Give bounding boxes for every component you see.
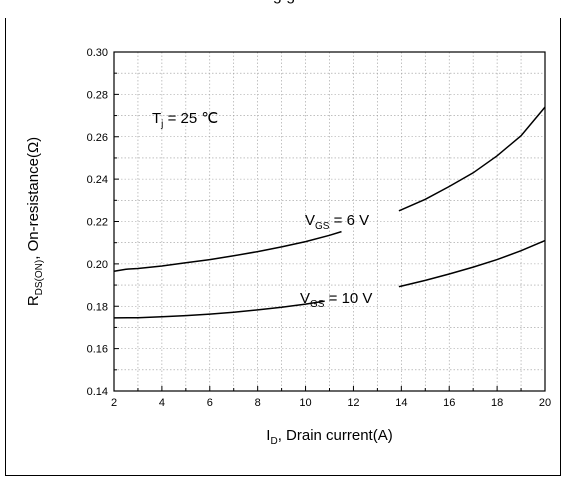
y-axis-title: RDS(ON), On-resistance(Ω)	[25, 137, 45, 306]
x-axis-title-main: I	[266, 427, 270, 444]
x-tick-label: 10	[299, 397, 311, 409]
y-tick-label: 0.22	[87, 217, 108, 229]
series-line-0-b	[398, 106, 546, 212]
series-label-vgs-10v-main: V	[300, 290, 310, 307]
x-tick-label: 14	[395, 397, 407, 409]
series-label-vgs-6v-main: V	[305, 212, 315, 229]
series-label-vgs-10v-rest: = 10 V	[324, 290, 372, 307]
y-axis-title-main: R	[25, 295, 42, 306]
series-label-vgs-6v: VGS = 6 V	[305, 212, 369, 232]
x-tick-label: 2	[111, 397, 117, 409]
x-tick-label: 8	[255, 397, 261, 409]
temperature-annotation: Tj = 25 ℃	[152, 110, 218, 130]
x-tick-label: 20	[539, 397, 551, 409]
y-tick-label: 0.20	[87, 259, 108, 271]
y-axis-title-rest: , On-resistance(Ω)	[25, 137, 42, 260]
x-axis-title: ID, Drain current(A)	[266, 427, 392, 447]
x-tick-label: 4	[159, 397, 165, 409]
x-tick-label: 12	[347, 397, 359, 409]
grid	[114, 52, 545, 391]
series-label-vgs-10v: VGS = 10 V	[300, 290, 372, 310]
curves	[113, 106, 546, 319]
x-tick-label: 6	[207, 397, 213, 409]
top-caption: g g	[0, 0, 568, 5]
chart-frame	[5, 18, 561, 476]
temperature-annotation-sub: j	[160, 119, 163, 130]
x-axis-title-sub: D	[270, 436, 277, 447]
y-tick-label: 0.18	[87, 301, 108, 313]
y-axis-title-sub: DS(ON)	[34, 260, 45, 296]
series-label-vgs-10v-sub: GS	[310, 299, 325, 310]
series-label-vgs-6v-rest: = 6 V	[329, 212, 369, 229]
axis-tick-labels: 2 4 6 8 10 12 14 16 18 20 0.14 0.16 0.18 0.20 0.22 0.24…	[87, 47, 552, 409]
series-line-1-b	[398, 239, 546, 288]
series-line-1-a	[113, 300, 325, 319]
temperature-annotation-main: T	[152, 110, 161, 127]
series-label-vgs-6v-sub: GS	[315, 221, 330, 232]
x-tick-label: 18	[491, 397, 503, 409]
y-tick-label: 0.24	[87, 174, 108, 186]
x-tick-label: 16	[443, 397, 455, 409]
x-axis-title-rest: , Drain current(A)	[278, 427, 393, 444]
y-tick-label: 0.26	[87, 132, 108, 144]
temperature-annotation-rest: = 25 ℃	[163, 110, 218, 127]
y-tick-label: 0.16	[87, 344, 108, 356]
y-tick-label: 0.14	[87, 386, 108, 398]
axis-ticks	[113, 51, 546, 392]
y-tick-label: 0.30	[87, 47, 108, 59]
y-tick-label: 0.28	[87, 89, 108, 101]
series-line-0-a	[113, 230, 342, 273]
